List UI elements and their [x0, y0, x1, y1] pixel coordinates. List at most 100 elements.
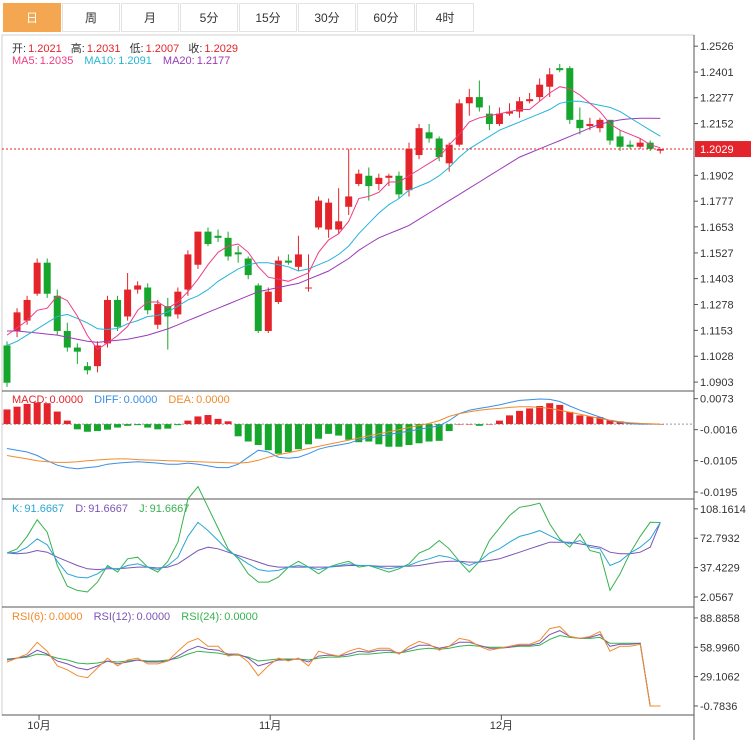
macd-axis-tick-label: -0.0195 — [700, 487, 737, 499]
kdj-legend: K: 91.6667 D: 91.6667 J: 91.6667 — [12, 503, 191, 515]
j-line — [6, 485, 661, 593]
high-value: 1.2031 — [86, 43, 121, 55]
macd-legend: MACD: 0.0000 DIFF: 0.0000 DEA: 0.0000 — [12, 394, 232, 406]
macd-bar — [93, 424, 101, 432]
high-label: 高: — [70, 43, 85, 55]
macd-bar — [33, 402, 41, 425]
macd-bar — [43, 403, 51, 425]
price-axis-tick-label: 1.1902 — [700, 170, 734, 182]
tab-2[interactable]: 月 — [121, 3, 179, 32]
candle-body — [606, 119, 614, 141]
candle-body — [506, 111, 513, 114]
macd-bar — [3, 409, 11, 425]
price-axis-tick-label: 1.1028 — [700, 351, 734, 363]
candle-body — [335, 221, 343, 230]
candle-body — [104, 299, 111, 344]
price-axis-tick-label: 1.2152 — [700, 119, 734, 131]
ma20-label: MA20: — [162, 55, 195, 67]
candle-body — [325, 202, 333, 230]
candle-body — [254, 285, 262, 331]
rsi12-line — [6, 630, 661, 707]
macd-bar — [224, 421, 232, 425]
tab-1[interactable]: 周 — [62, 3, 120, 32]
candle-body — [93, 345, 101, 367]
close-label: 收: — [188, 43, 203, 55]
time-tick-label: 11月 — [259, 720, 281, 732]
candle-body — [556, 68, 564, 71]
macd-bar — [104, 424, 111, 430]
rsi24-line — [6, 634, 661, 707]
candle-body — [656, 149, 664, 151]
macd-axis-tick-label: -0.0105 — [700, 456, 737, 468]
candle-body — [495, 113, 503, 124]
rsi-axis-tick-label: 58.9960 — [700, 642, 740, 654]
candle-body — [546, 74, 554, 87]
candle-body — [536, 84, 544, 98]
price-axis-tick-label: 1.1653 — [700, 222, 734, 234]
ma-legend: MA5: 1.2035 MA10: 1.2091 MA20: 1.2177 — [12, 55, 232, 67]
macd-bar — [355, 424, 363, 443]
kdj-axis-tick-label: 2.0567 — [700, 592, 734, 604]
rsi-axis-tick-label: -0.7836 — [700, 701, 737, 713]
macd-bar — [415, 424, 423, 444]
candle-body — [83, 366, 91, 371]
macd-bar — [465, 424, 473, 425]
rsi6-label: RSI(6): — [12, 611, 47, 623]
macd-bar — [144, 424, 152, 428]
d-line — [6, 522, 661, 571]
ma5-line — [6, 86, 661, 350]
macd-bar — [536, 405, 544, 425]
candle-body — [174, 291, 182, 315]
current-price-label: 1.2029 — [700, 144, 734, 156]
candle-body — [264, 291, 272, 331]
macd-bar — [516, 410, 524, 425]
candle-body — [415, 128, 423, 156]
rsi6-line — [6, 626, 661, 707]
time-tick-label: 12月 — [490, 720, 513, 732]
candle-body — [365, 175, 373, 187]
candle-body — [274, 260, 282, 302]
macd-bar — [596, 417, 604, 425]
macd-bar — [315, 424, 323, 439]
candle-body — [626, 144, 634, 147]
kdj-axis-tick-label: 72.7932 — [700, 533, 740, 545]
macd-bar — [174, 424, 182, 426]
candle-body — [63, 330, 71, 348]
low-label: 低: — [129, 43, 144, 55]
time-tick-label: 10月 — [27, 720, 50, 732]
candle-body — [294, 254, 302, 267]
macd-bar — [345, 424, 353, 440]
candle-body — [345, 196, 353, 207]
tab-6[interactable]: 60分 — [357, 3, 415, 32]
candle-body — [355, 173, 363, 185]
d-label: D: — [75, 503, 87, 515]
macd-bar — [274, 424, 282, 454]
macd-bar — [204, 415, 212, 425]
ma10-line — [6, 100, 661, 346]
tab-5[interactable]: 30分 — [298, 3, 356, 32]
macd-bar — [425, 424, 433, 442]
candle-body — [53, 295, 61, 331]
candle-body — [244, 258, 252, 276]
candle-body — [214, 235, 222, 238]
macd-bar — [134, 424, 142, 426]
candle-body — [43, 262, 51, 294]
macd-bar — [576, 415, 584, 425]
tab-3[interactable]: 5分 — [180, 3, 238, 32]
macd-bar — [385, 424, 393, 447]
macd-bar — [234, 424, 242, 437]
rsi12-value: 0.0000 — [136, 611, 171, 623]
macd-bar — [53, 411, 61, 425]
candle-body — [616, 136, 624, 147]
tab-4[interactable]: 15分 — [239, 3, 297, 32]
tab-0[interactable]: 日 — [3, 3, 61, 32]
macd-bar — [154, 424, 162, 430]
macd-bar — [244, 424, 252, 442]
macd-bar — [395, 424, 403, 447]
candle-body — [395, 175, 403, 195]
tab-7[interactable]: 4时 — [416, 3, 474, 32]
rsi24-value: 0.0000 — [224, 611, 258, 623]
macd-bar — [325, 424, 333, 434]
macd-label: MACD: — [12, 394, 48, 406]
